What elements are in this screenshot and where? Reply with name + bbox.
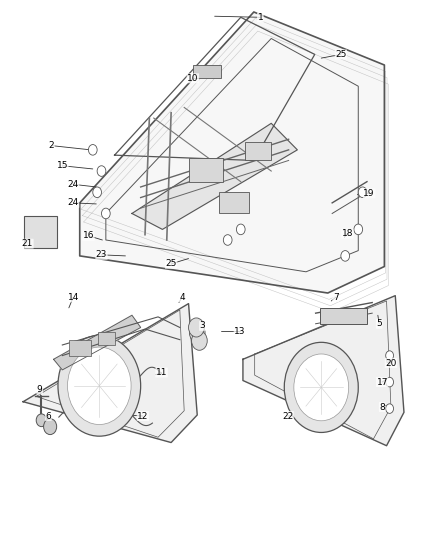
Bar (69, 340, 91, 356)
FancyBboxPatch shape (188, 158, 223, 182)
Circle shape (36, 414, 47, 426)
Text: 22: 22 (282, 411, 293, 421)
Circle shape (44, 419, 57, 434)
Text: 21: 21 (22, 239, 33, 248)
Text: 2: 2 (49, 141, 54, 150)
Circle shape (386, 351, 393, 360)
Circle shape (191, 331, 207, 350)
Text: 9: 9 (37, 385, 42, 394)
Bar (98, 332, 116, 345)
Polygon shape (53, 316, 141, 370)
Circle shape (386, 377, 393, 387)
Text: 18: 18 (342, 229, 353, 238)
Bar (24, 216, 57, 248)
Circle shape (102, 208, 110, 219)
Text: 25: 25 (335, 50, 346, 59)
Text: 1: 1 (258, 13, 263, 22)
Circle shape (67, 347, 131, 424)
Circle shape (93, 187, 102, 198)
Text: 11: 11 (156, 368, 167, 377)
FancyBboxPatch shape (219, 192, 250, 214)
Circle shape (284, 342, 358, 432)
Text: 8: 8 (379, 402, 385, 411)
Text: 7: 7 (333, 293, 339, 302)
Circle shape (88, 144, 97, 155)
FancyBboxPatch shape (245, 142, 271, 160)
Text: 14: 14 (67, 293, 79, 302)
Circle shape (189, 323, 205, 342)
Polygon shape (23, 304, 197, 442)
Circle shape (97, 166, 106, 176)
Text: 5: 5 (376, 319, 382, 328)
Text: 4: 4 (179, 293, 185, 302)
Text: 24: 24 (67, 198, 79, 207)
Text: 13: 13 (234, 327, 246, 336)
Text: 23: 23 (96, 251, 107, 260)
Circle shape (294, 354, 349, 421)
Circle shape (223, 235, 232, 245)
Polygon shape (132, 123, 297, 229)
Bar (320, 308, 367, 324)
Text: 25: 25 (166, 260, 177, 268)
Text: 17: 17 (376, 377, 388, 386)
Circle shape (237, 224, 245, 235)
Text: 15: 15 (57, 161, 68, 170)
Text: 12: 12 (137, 411, 148, 421)
Circle shape (188, 318, 204, 337)
Text: 20: 20 (385, 359, 396, 367)
Text: 16: 16 (83, 231, 94, 240)
Text: 6: 6 (46, 411, 51, 421)
Text: 10: 10 (187, 74, 199, 83)
FancyBboxPatch shape (193, 65, 221, 78)
Text: 19: 19 (364, 189, 375, 198)
Circle shape (354, 224, 363, 235)
Circle shape (358, 187, 367, 198)
Polygon shape (243, 296, 404, 446)
Polygon shape (80, 12, 385, 293)
Circle shape (341, 251, 350, 261)
Circle shape (386, 404, 393, 414)
Circle shape (58, 335, 141, 436)
Text: 24: 24 (67, 180, 79, 189)
Text: 3: 3 (200, 321, 205, 330)
